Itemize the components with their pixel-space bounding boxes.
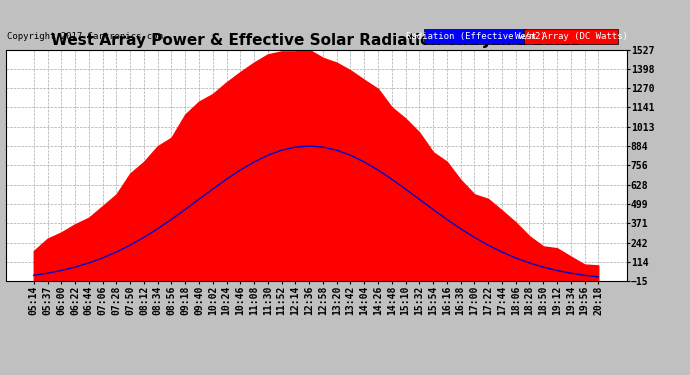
Text: Copyright 2017 Cartronics.com: Copyright 2017 Cartronics.com — [7, 32, 163, 41]
Text: Radiation (Effective w/m2): Radiation (Effective w/m2) — [406, 32, 545, 41]
Title: West Array Power & Effective Solar Radiation Thu Jun 1 20:23: West Array Power & Effective Solar Radia… — [51, 33, 581, 48]
Text: West Array (DC Watts): West Array (DC Watts) — [515, 32, 627, 41]
